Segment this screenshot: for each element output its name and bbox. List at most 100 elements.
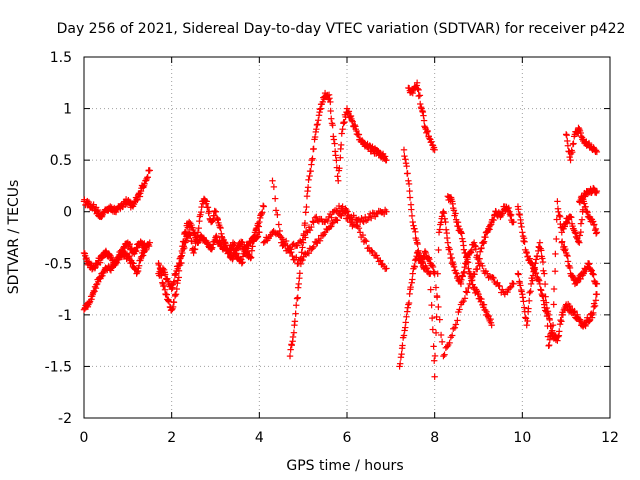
data-point bbox=[291, 318, 299, 325]
data-point bbox=[468, 246, 475, 254]
data-point bbox=[403, 313, 410, 320]
data-point bbox=[140, 248, 148, 256]
data-point bbox=[593, 148, 601, 156]
data-point bbox=[213, 234, 220, 241]
data-point bbox=[523, 249, 530, 257]
data-point bbox=[130, 260, 137, 267]
data-point bbox=[525, 297, 533, 305]
data-point bbox=[571, 229, 579, 236]
data-point bbox=[483, 308, 490, 315]
data-point bbox=[420, 117, 428, 124]
data-point bbox=[216, 223, 224, 231]
data-point bbox=[566, 153, 573, 161]
data-point bbox=[578, 216, 586, 223]
data-point bbox=[168, 306, 175, 313]
data-point bbox=[209, 217, 216, 225]
data-point bbox=[396, 360, 404, 367]
data-point bbox=[363, 238, 370, 245]
data-point bbox=[419, 258, 426, 266]
data-point bbox=[249, 243, 256, 250]
data-point bbox=[125, 252, 132, 260]
data-point bbox=[539, 258, 547, 266]
data-point bbox=[175, 262, 182, 270]
data-point bbox=[554, 337, 561, 344]
data-point bbox=[309, 218, 317, 225]
data-point bbox=[431, 146, 438, 154]
data-point bbox=[398, 350, 405, 358]
data-point bbox=[182, 228, 190, 236]
data-point bbox=[383, 208, 390, 215]
data-point bbox=[519, 294, 527, 301]
data-point bbox=[214, 215, 222, 223]
data-point bbox=[431, 357, 438, 364]
data-point bbox=[414, 240, 421, 248]
data-point bbox=[367, 214, 375, 222]
data-points bbox=[80, 79, 601, 380]
data-point bbox=[593, 187, 601, 195]
data-point bbox=[195, 239, 202, 246]
data-point bbox=[448, 254, 456, 262]
data-point bbox=[409, 270, 416, 277]
data-point bbox=[463, 252, 470, 260]
data-point bbox=[211, 207, 218, 215]
data-point bbox=[525, 305, 532, 312]
data-point bbox=[592, 230, 600, 237]
data-point bbox=[556, 212, 563, 219]
data-point bbox=[344, 109, 351, 116]
data-point bbox=[576, 232, 583, 239]
data-point bbox=[452, 269, 460, 277]
data-point bbox=[432, 284, 440, 291]
data-point bbox=[442, 218, 449, 226]
data-point bbox=[521, 238, 528, 245]
data-point bbox=[204, 204, 212, 211]
data-point bbox=[415, 92, 422, 100]
y-tick-label: 0 bbox=[63, 205, 72, 221]
data-point bbox=[442, 226, 450, 233]
data-point bbox=[368, 247, 375, 254]
data-point bbox=[428, 301, 435, 309]
data-point bbox=[555, 333, 562, 340]
x-tick-label: 12 bbox=[601, 430, 619, 446]
data-point bbox=[332, 152, 339, 159]
data-point bbox=[302, 209, 309, 216]
data-point bbox=[170, 278, 178, 285]
x-tick-label: 2 bbox=[167, 430, 176, 446]
data-point bbox=[146, 239, 153, 246]
data-point bbox=[431, 373, 438, 380]
data-point bbox=[443, 234, 451, 242]
data-point bbox=[545, 341, 553, 349]
data-point bbox=[327, 107, 334, 115]
data-point bbox=[559, 311, 567, 319]
data-point bbox=[478, 244, 485, 252]
data-point bbox=[405, 299, 413, 307]
data-point bbox=[304, 184, 312, 191]
data-point bbox=[457, 229, 465, 236]
data-point bbox=[518, 223, 525, 231]
data-point bbox=[545, 311, 552, 319]
data-point bbox=[270, 183, 278, 191]
data-point bbox=[589, 218, 597, 225]
data-point bbox=[406, 290, 413, 298]
data-point bbox=[404, 170, 411, 177]
y-axis-label: SDTVAR / TECUs bbox=[6, 180, 22, 295]
data-point bbox=[345, 108, 353, 115]
data-point bbox=[416, 252, 424, 259]
data-point bbox=[328, 115, 335, 122]
data-point bbox=[428, 314, 436, 322]
data-point bbox=[233, 250, 240, 257]
data-point bbox=[121, 245, 128, 252]
data-point bbox=[293, 254, 300, 261]
data-point bbox=[328, 214, 335, 221]
data-point bbox=[383, 265, 390, 272]
data-point bbox=[577, 228, 585, 236]
data-point bbox=[303, 203, 310, 211]
data-point bbox=[464, 256, 471, 263]
data-point bbox=[593, 291, 601, 298]
data-point bbox=[330, 208, 338, 215]
data-point bbox=[436, 316, 443, 323]
data-point bbox=[582, 203, 589, 210]
data-point bbox=[161, 271, 169, 278]
data-point bbox=[191, 230, 198, 238]
data-point bbox=[411, 263, 419, 271]
data-point bbox=[458, 299, 466, 306]
